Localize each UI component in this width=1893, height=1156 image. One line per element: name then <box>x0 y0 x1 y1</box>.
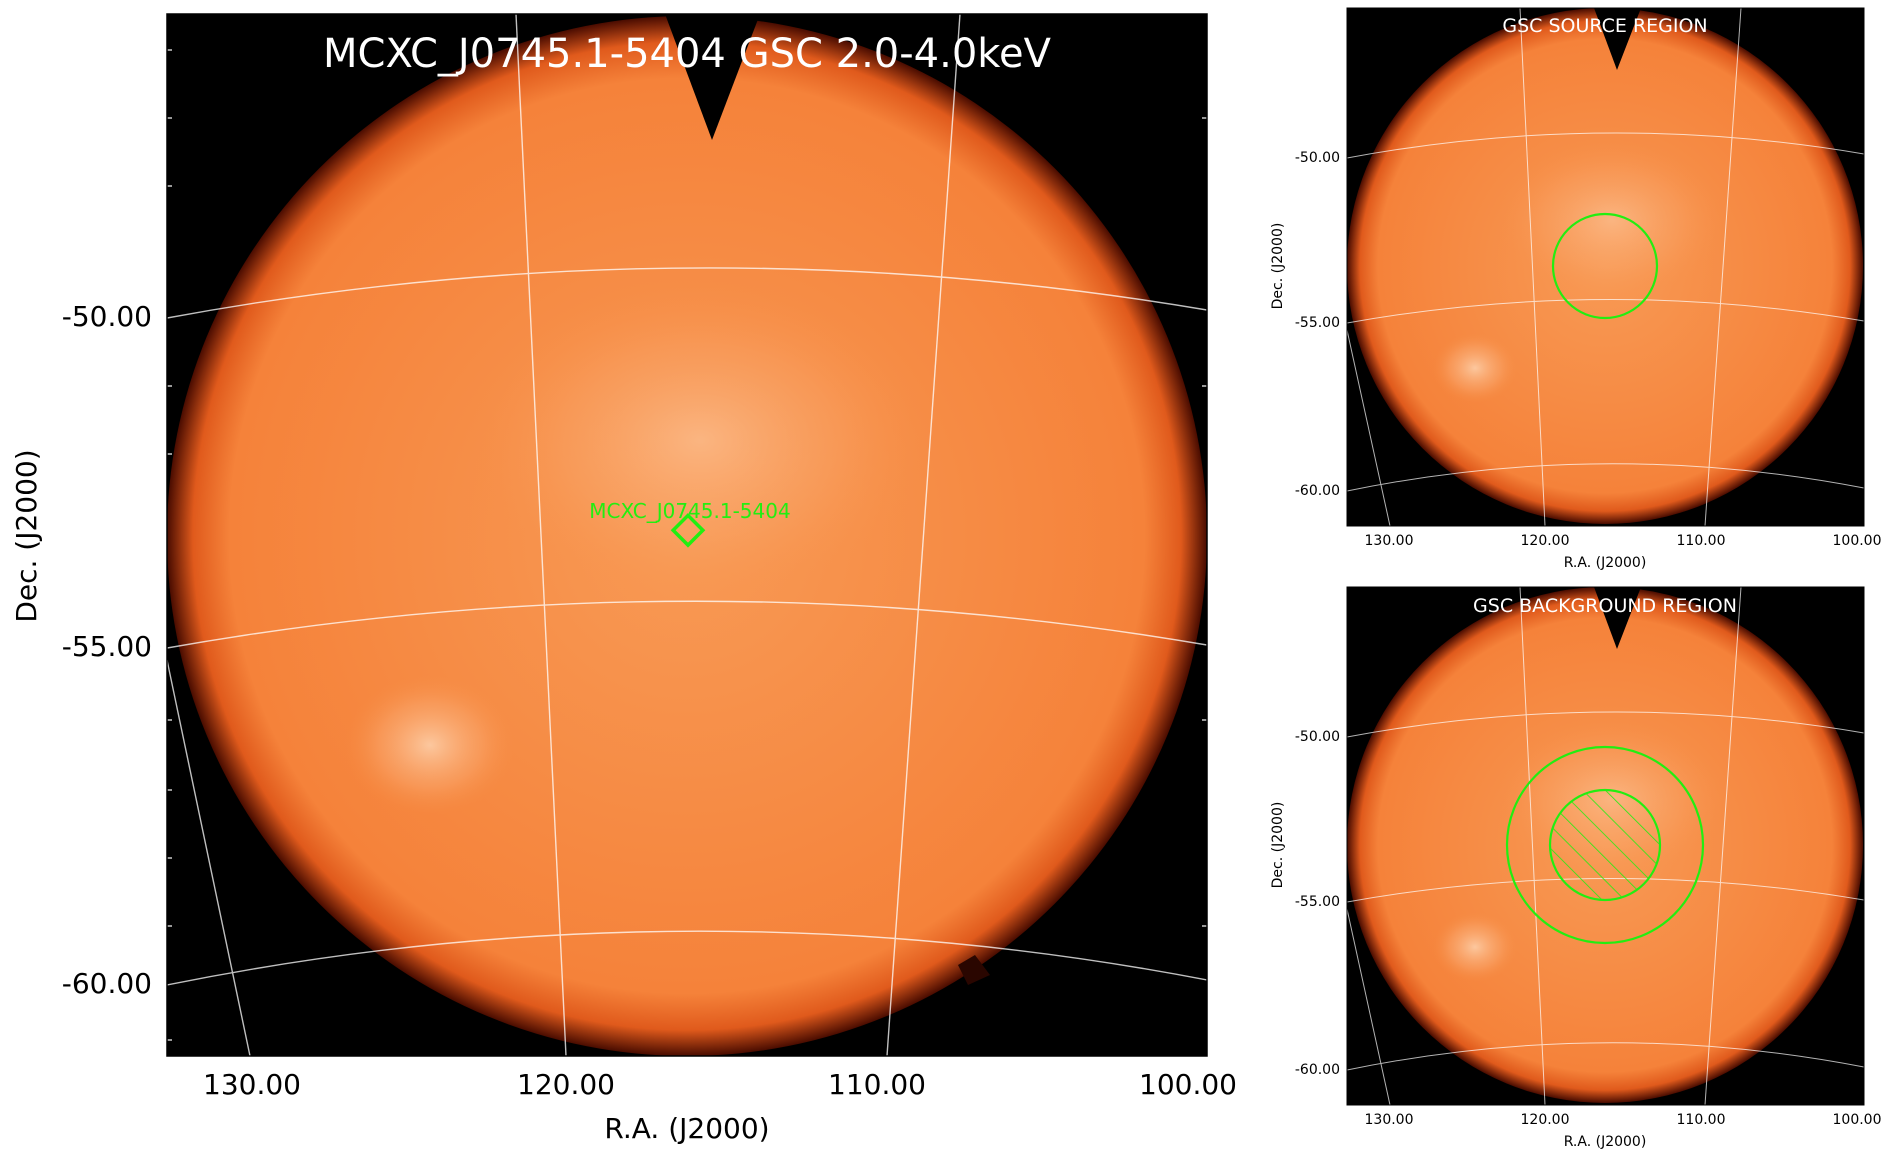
x-tick-label: 110.00 <box>1677 533 1726 549</box>
x-tick-label: 130.00 <box>1365 533 1414 549</box>
y-axis-label: Dec. (J2000) <box>1270 223 1286 310</box>
y-tick-label: -60.00 <box>62 967 152 1000</box>
background-panel-title: GSC BACKGROUND REGION <box>1473 595 1737 617</box>
source-diamond-marker <box>670 512 706 548</box>
y-tick-label: -55.00 <box>1295 315 1340 331</box>
source-region-circle <box>1551 212 1659 320</box>
y-tick-label: -50.00 <box>62 300 152 333</box>
y-tick-label: -50.00 <box>1295 150 1340 166</box>
x-tick-label: 100.00 <box>1833 1112 1882 1128</box>
y-tick-label: -50.00 <box>1295 729 1340 745</box>
x-tick-label: 110.00 <box>1677 1112 1726 1128</box>
axis-tick-marks <box>167 49 1207 1041</box>
x-tick-label: 100.00 <box>1833 533 1882 549</box>
detector-notch <box>665 14 760 140</box>
y-axis-label: Dec. (J2000) <box>1270 802 1286 889</box>
coordinate-grid <box>167 14 1207 1056</box>
source-panel-title: GSC SOURCE REGION <box>1502 15 1707 37</box>
x-tick-label: 130.00 <box>1365 1112 1414 1128</box>
x-tick-label: 120.00 <box>517 1068 615 1101</box>
y-tick-label: -60.00 <box>1295 483 1340 499</box>
coordinate-grid <box>1347 587 1864 1105</box>
x-axis-label: R.A. (J2000) <box>1564 1134 1647 1150</box>
x-tick-label: 110.00 <box>828 1068 926 1101</box>
excluded-source-region <box>1548 788 1662 902</box>
background-region-panel: GSC BACKGROUND REGION -50.00 -55.00 -60.… <box>1270 586 1882 1150</box>
bright-spot-left <box>345 675 515 815</box>
y-axis-label: Dec. (J2000) <box>10 449 43 622</box>
x-tick-label: 120.00 <box>1521 533 1570 549</box>
bright-spot-left <box>1433 912 1517 982</box>
y-tick-label: -60.00 <box>1295 1062 1340 1078</box>
detector-notch <box>1594 8 1641 70</box>
diffuse-emission-center <box>1497 140 1727 300</box>
x-tick-label: 100.00 <box>1139 1068 1237 1101</box>
x-axis-label: R.A. (J2000) <box>1564 555 1647 571</box>
detector-notch <box>1594 587 1641 649</box>
bright-spot-left <box>1433 333 1517 403</box>
main-panel: MCXC_J0745.1-5404 MCXC_J0745.1-5404 GSC … <box>10 13 1237 1145</box>
y-tick-label: -55.00 <box>1295 894 1340 910</box>
x-tick-label: 130.00 <box>203 1068 301 1101</box>
x-tick-label: 120.00 <box>1521 1112 1570 1128</box>
diffuse-emission-center <box>470 280 930 600</box>
detector-notch-edge <box>958 955 990 985</box>
source-label: MCXC_J0745.1-5404 <box>589 499 790 523</box>
y-tick-label: -55.00 <box>62 630 152 663</box>
coordinate-grid <box>1347 8 1864 526</box>
source-region-panel: GSC SOURCE REGION -50.00 -55.00 -60.00 1… <box>1270 7 1882 571</box>
background-annulus-outer <box>1505 745 1705 945</box>
x-axis-label: R.A. (J2000) <box>604 1112 769 1145</box>
main-title: MCXC_J0745.1-5404 GSC 2.0-4.0keV <box>323 31 1052 77</box>
